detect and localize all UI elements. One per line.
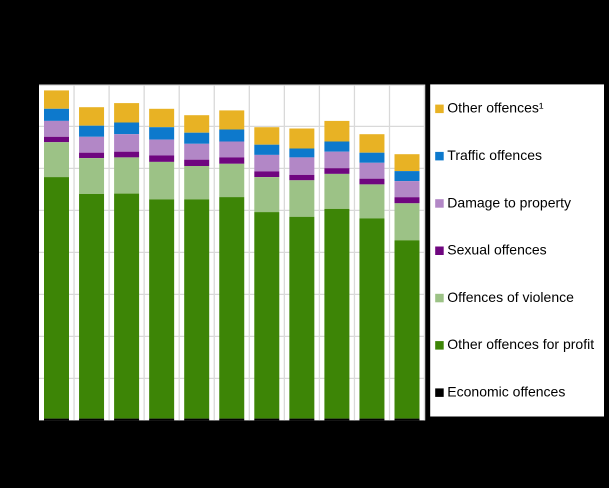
svg-text:Offences of violence: Offences of violence: [447, 289, 574, 305]
svg-text:Sexual offences: Sexual offences: [447, 242, 546, 258]
svg-text:Damage to property: Damage to property: [447, 194, 571, 210]
svg-text:Other offences¹: Other offences¹: [447, 100, 544, 116]
svg-text:Economic offences: Economic offences: [447, 384, 565, 400]
svg-text:Traffic offences: Traffic offences: [447, 147, 542, 163]
svg-text:Other offences for profit: Other offences for profit: [447, 336, 594, 352]
